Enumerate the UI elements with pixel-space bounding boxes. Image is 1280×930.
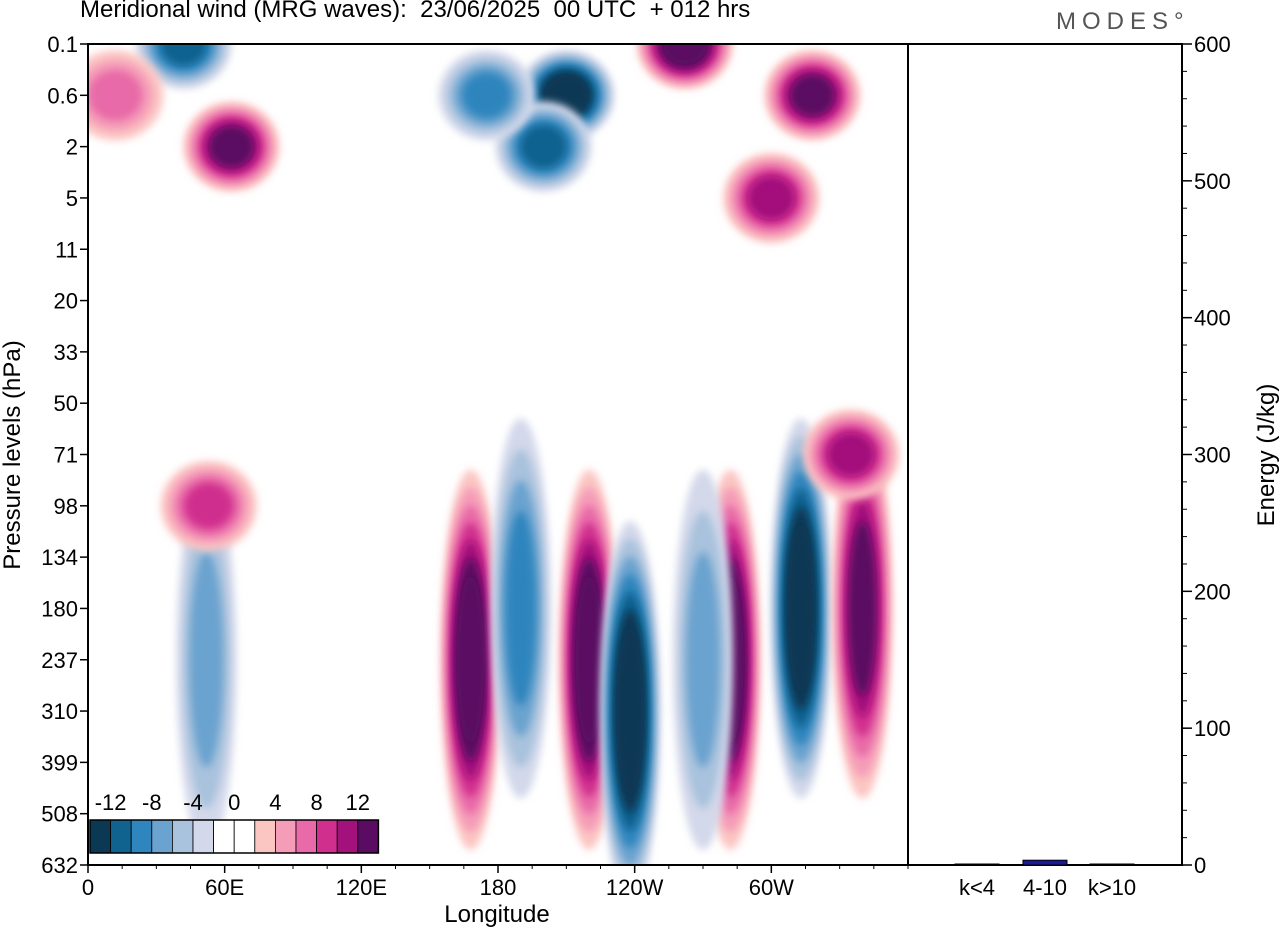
heatmap-contour	[748, 176, 795, 220]
energy-tick-label: 100	[1194, 716, 1231, 741]
heatmap-contour	[790, 74, 835, 116]
energy-bar	[1089, 863, 1135, 866]
heatmap-contour	[686, 552, 720, 768]
x-axis-title: Longitude	[444, 901, 549, 928]
x-axis: 0 60E 120E 180 120W 60W	[82, 865, 909, 900]
colorbar-label: 8	[310, 790, 322, 815]
heatmap-contour	[189, 552, 224, 768]
energy-category-label: k>10	[1088, 875, 1136, 900]
x-tick-label: 0	[82, 875, 94, 900]
y-tick-label: 508	[41, 802, 78, 827]
chart-title: Meridional wind (MRG waves): 23/06/2025 …	[80, 0, 751, 23]
heatmap-contour	[575, 575, 603, 744]
colorbar-swatch	[316, 819, 338, 854]
colorbar-swatch	[192, 819, 215, 854]
y-tick-label: 134	[41, 545, 78, 570]
colorbar-swatch	[233, 819, 256, 854]
heatmap-contour	[505, 511, 537, 706]
colorbar-label: -8	[142, 790, 162, 815]
x-tick-label: 180	[480, 875, 517, 900]
y-tick-label: 98	[54, 494, 78, 519]
energy-category-label: 4-10	[1023, 875, 1067, 900]
y-tick-label: 5	[66, 186, 78, 211]
energy-axis: 0 100 200 300 400 500 600	[1182, 32, 1231, 878]
x-tick-label: 120W	[606, 875, 664, 900]
heatmap-contour	[663, 44, 707, 64]
energy-tick-label: 200	[1194, 579, 1231, 604]
heatmap-contour	[616, 626, 644, 796]
x-tick-label: 60W	[749, 875, 794, 900]
heatmap-contour	[462, 72, 512, 119]
colorbar-label: 4	[269, 790, 281, 815]
energy-tick-label: 0	[1194, 853, 1206, 878]
colorbar-swatch	[295, 819, 318, 854]
x-tick-label: 60E	[205, 875, 244, 900]
y-tick-label: 180	[41, 596, 78, 621]
heatmap-contour	[160, 44, 207, 66]
energy-bars: k<4 4-10 k>10	[954, 859, 1136, 900]
colorbar-swatch	[110, 819, 132, 854]
modes-logo: MODES°	[1056, 8, 1190, 35]
energy-tick-label: 400	[1194, 306, 1231, 331]
y-tick-label: 50	[54, 391, 78, 416]
y-tick-label: 632	[41, 853, 78, 878]
y-tick-label: 237	[41, 648, 78, 673]
colorbar-label: 0	[228, 790, 240, 815]
colorbar-swatch	[336, 819, 359, 854]
colorbar-swatch	[274, 819, 297, 854]
colorbar-swatch	[254, 819, 276, 854]
energy-tick-label: 300	[1194, 443, 1231, 468]
y-tick-label: 399	[41, 750, 78, 775]
energy-tick-label: 600	[1194, 32, 1231, 57]
colorbar-swatch	[171, 819, 194, 854]
colorbar-frame	[89, 819, 380, 854]
y-tick-label: 33	[54, 340, 78, 365]
y-tick-label: 71	[54, 443, 78, 468]
colorbar-swatch	[89, 819, 112, 854]
energy-tick-label: 500	[1194, 169, 1231, 194]
y-axis-title: Pressure levels (hPa)	[0, 340, 26, 569]
y-tick-label: 20	[54, 289, 78, 314]
energy-category-label: k<4	[959, 875, 995, 900]
energy-bar	[954, 863, 1000, 866]
energy-axis-title: Energy (J/kg)	[1253, 384, 1280, 527]
heatmap-contour	[520, 125, 567, 169]
colorbar-swatch	[213, 819, 235, 854]
y-axis: 0.1 0.6 2 5 11 20 33 50 71 98 134 180 237 310 399 508 63…	[41, 32, 88, 878]
energy-panel-frame	[907, 43, 1183, 866]
heatmap-contour	[209, 126, 254, 168]
heatmap-field	[88, 44, 900, 865]
energy-bar	[1022, 859, 1068, 866]
heatmap-contour	[457, 575, 484, 744]
y-tick-label: 0.1	[47, 32, 78, 57]
y-tick-label: 0.6	[47, 83, 78, 108]
x-tick-label: 120E	[336, 875, 387, 900]
y-tick-label: 2	[66, 135, 78, 160]
y-tick-label: 11	[55, 237, 78, 262]
heatmap-contour	[184, 482, 234, 529]
heatmap-contour	[828, 432, 875, 477]
colorbar-swatch	[151, 819, 173, 854]
colorbar-swatch	[130, 819, 153, 854]
heatmap-contour	[848, 521, 877, 696]
y-tick-label: 310	[41, 699, 78, 724]
colorbar-label: 12	[346, 790, 370, 815]
colorbar-label: -4	[183, 790, 203, 815]
heatmap-contour	[787, 524, 815, 693]
colorbar: -12 -8 -4 0 4 8 12	[89, 790, 380, 854]
colorbar-swatch	[357, 819, 379, 854]
heatmap-contour	[88, 69, 143, 121]
colorbar-label: -12	[95, 790, 127, 815]
